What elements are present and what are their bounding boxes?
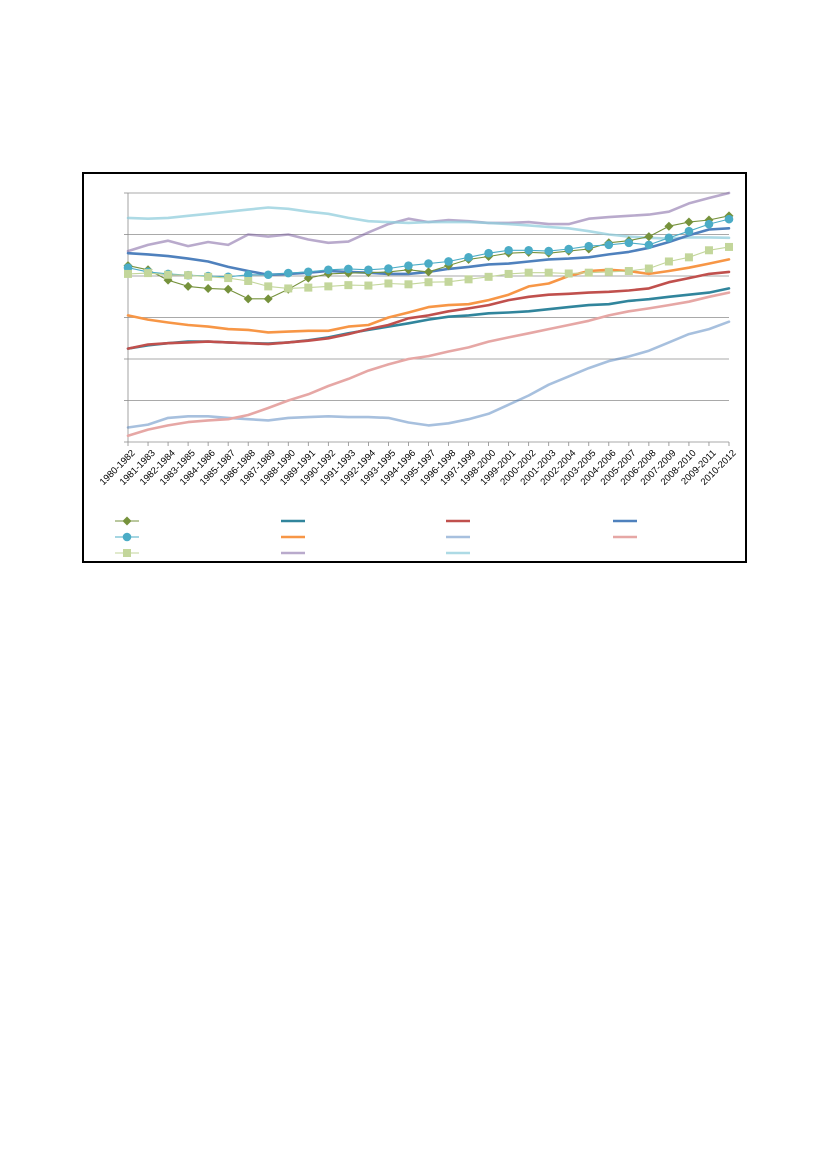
series-markers xyxy=(123,211,734,304)
series-0-point-2 xyxy=(163,275,173,285)
series-1-point-23 xyxy=(584,241,594,251)
series-1-point-12 xyxy=(364,265,373,275)
series-2-point-20 xyxy=(524,268,533,277)
series-2-point-5 xyxy=(224,274,233,283)
series-line-8 xyxy=(126,206,731,240)
series-2-point-10 xyxy=(324,282,333,291)
series-2-point-18 xyxy=(484,272,493,281)
series-2-point-30 xyxy=(725,242,733,251)
series-0-point-6 xyxy=(243,294,253,304)
series-2-point-19 xyxy=(504,269,513,278)
series-2-point-2 xyxy=(164,270,173,279)
series-0-point-28 xyxy=(684,217,694,227)
series-2-point-14 xyxy=(404,280,413,289)
series-2-point-29 xyxy=(704,246,713,255)
series-2-point-7 xyxy=(264,282,273,291)
series-0-point-5 xyxy=(223,284,233,294)
legend-marker-2 xyxy=(123,549,131,557)
series-2-point-16 xyxy=(444,277,453,286)
series-2-point-9 xyxy=(304,283,313,292)
series-1-point-17 xyxy=(464,253,473,262)
series-1-point-21 xyxy=(544,246,553,256)
series-lines xyxy=(126,191,731,438)
series-0-point-3 xyxy=(183,281,193,291)
series-1-point-14 xyxy=(404,261,413,270)
series-2-point-25 xyxy=(624,267,633,276)
series-2-point-8 xyxy=(284,284,293,293)
legend xyxy=(115,516,637,557)
series-2-point-4 xyxy=(204,272,213,281)
series-1-point-16 xyxy=(444,257,453,266)
series-2-point-27 xyxy=(664,257,673,266)
series-2-point-1 xyxy=(144,269,153,278)
series-1-point-27 xyxy=(664,233,674,243)
series-0-point-15 xyxy=(424,267,433,277)
series-line-3 xyxy=(126,287,731,350)
series-2-point-11 xyxy=(344,281,353,290)
series-0-point-4 xyxy=(203,283,213,293)
series-1-point-10 xyxy=(324,265,333,275)
series-2-point-17 xyxy=(464,275,473,284)
series-0-point-26 xyxy=(644,232,654,242)
series-1-point-19 xyxy=(504,245,513,255)
series-line-6 xyxy=(126,270,731,350)
legend-marker-0 xyxy=(122,516,132,526)
series-1-point-20 xyxy=(524,245,533,255)
gridlines xyxy=(128,192,729,401)
series-2-point-28 xyxy=(684,253,693,262)
series-1-point-22 xyxy=(564,244,574,254)
series-1-point-30 xyxy=(724,214,734,224)
series-2-point-13 xyxy=(384,279,393,288)
series-2-point-23 xyxy=(584,268,593,277)
series-1-point-15 xyxy=(424,259,433,268)
series-2-point-26 xyxy=(644,264,653,273)
series-2-point-21 xyxy=(544,268,553,277)
series-line-0 xyxy=(127,215,730,300)
series-1-point-8 xyxy=(283,268,293,278)
series-0-point-9 xyxy=(303,273,313,283)
series-1-point-9 xyxy=(304,267,313,277)
line-chart: 1980-19821981-19831982-19841983-19851984… xyxy=(98,191,739,557)
chart-frame: 1980-1982 1981-1983 1982-1984 1983-1985 1984… xyxy=(82,172,747,563)
series-1-point-18 xyxy=(484,248,493,258)
series-2-point-12 xyxy=(364,281,373,290)
series-0-point-27 xyxy=(664,221,674,231)
series-2-point-3 xyxy=(184,271,193,280)
series-2-point-24 xyxy=(604,267,613,276)
series-1-point-7 xyxy=(263,270,273,280)
series-1-point-28 xyxy=(684,226,694,236)
series-1-point-13 xyxy=(384,264,393,273)
series-1-point-11 xyxy=(344,264,353,274)
series-line-10 xyxy=(126,291,731,438)
series-1-point-25 xyxy=(624,238,634,248)
series-1-point-29 xyxy=(704,219,714,229)
series-1-point-26 xyxy=(644,240,654,250)
series-2-point-22 xyxy=(564,269,573,278)
series-2-point-0 xyxy=(124,269,132,278)
series-2-point-15 xyxy=(424,278,433,287)
series-line-7 xyxy=(126,320,731,429)
legend-marker-1 xyxy=(122,532,132,542)
series-2-point-6 xyxy=(244,276,253,285)
series-0-point-7 xyxy=(263,294,273,304)
series-1-point-0 xyxy=(123,263,133,272)
series-1-point-24 xyxy=(604,240,614,250)
x-tick-labels: 1980-19821981-19831982-19841983-19851984… xyxy=(98,448,739,488)
series-1-point-6 xyxy=(243,270,253,280)
